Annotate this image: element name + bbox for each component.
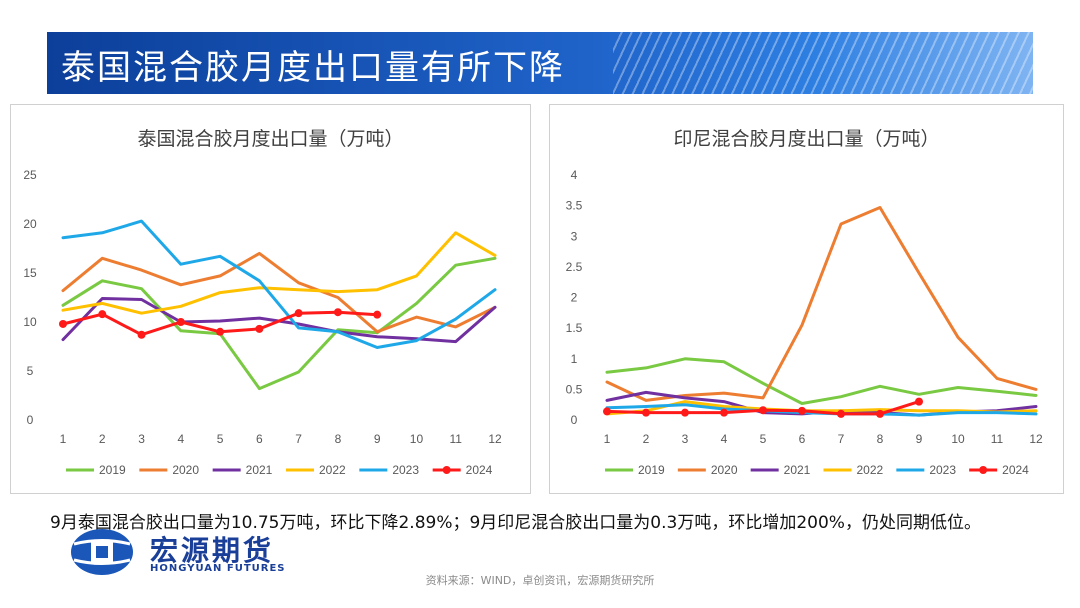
data-point-2024 — [373, 310, 382, 319]
x-tick-label: 12 — [1029, 432, 1043, 446]
y-tick-label: 0 — [27, 413, 34, 427]
legend-label: 2019 — [99, 463, 126, 477]
y-tick-label: 5 — [27, 364, 34, 378]
x-tick-label: 9 — [916, 432, 923, 446]
page-title: 泰国混合胶月度出口量有所下降 — [61, 48, 565, 88]
legend-label: 2020 — [711, 463, 738, 477]
data-point-2024 — [876, 409, 884, 418]
banner-stripes — [613, 32, 1033, 94]
x-tick-label: 2 — [99, 432, 106, 446]
legend-label: 2021 — [784, 463, 811, 477]
data-point-2024 — [255, 324, 264, 333]
y-tick-label: 25 — [23, 168, 37, 182]
legend-label: 2022 — [319, 463, 346, 477]
legend-label: 2020 — [172, 463, 199, 477]
x-tick-label: 4 — [721, 432, 728, 446]
x-tick-label: 1 — [604, 432, 611, 446]
x-tick-label: 7 — [295, 432, 302, 446]
x-tick-label: 3 — [138, 432, 145, 446]
data-point-2024 — [915, 397, 923, 406]
series-line-2022 — [61, 231, 497, 315]
x-tick-label: 11 — [991, 432, 1004, 446]
data-point-2024 — [642, 408, 650, 417]
y-tick-label: 3 — [571, 229, 578, 243]
x-tick-label: 10 — [951, 432, 965, 446]
x-tick-label: 6 — [256, 432, 263, 446]
indonesia-chart-panel: 印尼混合胶月度出口量（万吨） 0 0.5 1 1.5 2 2.5 3 3.5 4 1 2 3 4 5 6 7 8 9… — [549, 104, 1064, 494]
data-point-2024 — [137, 330, 146, 339]
x-tick-label: 4 — [177, 432, 184, 446]
data-point-2024 — [98, 310, 107, 319]
chart-title: 泰国混合胶月度出口量（万吨） — [137, 128, 403, 150]
data-point-2024 — [216, 327, 225, 336]
legend-label: 2023 — [392, 463, 419, 477]
y-tick-label: 2.5 — [566, 260, 583, 274]
legend-label: 2024 — [466, 463, 493, 477]
y-tick-label: 0.5 — [566, 382, 583, 396]
legend-marker-2024 — [442, 466, 451, 474]
x-tick-label: 12 — [488, 432, 502, 446]
legend-label: 2024 — [1002, 463, 1029, 477]
chart-title: 印尼混合胶月度出口量（万吨） — [673, 128, 939, 150]
legend-marker-2024 — [979, 466, 988, 474]
series-line-2019 — [605, 357, 1038, 405]
x-tick-label: 7 — [838, 432, 845, 446]
y-tick-label: 3.5 — [566, 199, 583, 213]
data-point-2024 — [720, 408, 728, 417]
y-tick-label: 20 — [23, 217, 37, 231]
x-tick-label: 6 — [799, 432, 806, 446]
legend-label: 2022 — [857, 463, 884, 477]
data-point-2024 — [333, 308, 342, 317]
y-tick-label: 2 — [571, 291, 578, 305]
indonesia-chart: 印尼混合胶月度出口量（万吨）00.511.522.533.541 2 3 4 5 6 7 8 9… — [566, 128, 1043, 477]
legend-label: 2023 — [929, 463, 956, 477]
y-tick-label: 15 — [23, 266, 37, 280]
data-point-2024 — [681, 408, 689, 417]
x-tick-label: 2 — [643, 432, 650, 446]
x-tick-label: 9 — [374, 432, 381, 446]
y-tick-label: 0 — [571, 413, 578, 427]
y-tick-label: 1.5 — [566, 321, 583, 335]
x-tick-label: 5 — [217, 432, 224, 446]
series-line-2020 — [61, 251, 497, 334]
title-banner: 泰国混合胶月度出口量有所下降 — [47, 32, 1033, 94]
x-tick-label: 8 — [877, 432, 884, 446]
x-tick-label: 1 — [60, 432, 67, 446]
y-tick-label: 4 — [571, 168, 578, 182]
x-tick-label: 11 — [449, 432, 462, 446]
legend-label: 2019 — [638, 463, 665, 477]
company-logo: 宏源期货 HONGYUAN FUTURES — [70, 527, 310, 577]
series-line-2022 — [605, 400, 1038, 416]
legend-label: 2021 — [246, 463, 273, 477]
data-point-2024 — [176, 318, 185, 326]
series-line-2023 — [61, 219, 497, 349]
x-tick-label: 5 — [760, 432, 767, 446]
x-tick-label: 8 — [335, 432, 342, 446]
data-point-2024 — [59, 319, 67, 328]
data-point-2024 — [759, 406, 767, 415]
logo-english-name: HONGYUAN FUTURES — [150, 563, 286, 574]
x-tick-label: 10 — [410, 432, 424, 446]
data-point-2024 — [294, 309, 303, 318]
x-tick-label: 3 — [682, 432, 689, 446]
series-line-2020 — [605, 206, 1038, 402]
logo-mark-icon — [71, 529, 133, 575]
y-tick-label: 10 — [23, 315, 37, 329]
y-tick-label: 1 — [571, 352, 578, 366]
series-line-2019 — [61, 256, 497, 391]
data-source-note: 资料来源：WIND，卓创资讯，宏源期货研究所 — [425, 574, 655, 587]
data-point-2024 — [837, 409, 845, 418]
summary-text: 9月泰国混合胶出口量为10.75万吨，环比下降2.89%；9月印尼混合胶出口量为… — [50, 513, 981, 533]
logo-chinese-name: 宏源期货 — [150, 534, 275, 567]
thailand-chart-panel: 泰国混合胶月度出口量（万吨） 0 5 10 15 20 25 1 2 3 4 5 6 7 8 9 10 11 12 2… — [10, 104, 531, 494]
data-point-2024 — [603, 407, 611, 416]
data-point-2024 — [798, 406, 806, 415]
